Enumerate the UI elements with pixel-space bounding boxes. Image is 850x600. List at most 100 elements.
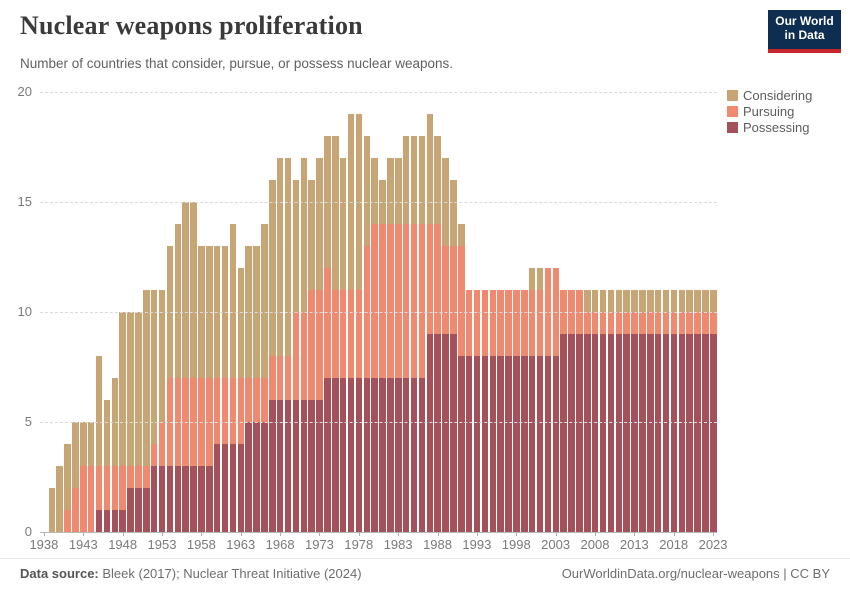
segment-possessing-1993 xyxy=(473,356,481,532)
bar-1982[interactable] xyxy=(387,158,394,532)
segment-pursuing-2017 xyxy=(662,312,670,334)
bar-1985[interactable] xyxy=(410,136,418,532)
bar-2016[interactable] xyxy=(654,290,662,532)
bar-1963[interactable] xyxy=(237,268,245,532)
bar-1953[interactable] xyxy=(158,290,166,532)
bar-1978[interactable] xyxy=(355,114,363,532)
bar-1976[interactable] xyxy=(339,158,347,532)
bar-1939[interactable] xyxy=(48,488,56,532)
bar-1967[interactable] xyxy=(269,180,276,532)
bar-1981[interactable] xyxy=(379,180,386,532)
bar-1944[interactable] xyxy=(87,422,95,532)
bar-1986[interactable] xyxy=(418,136,426,532)
bar-2020[interactable] xyxy=(686,290,693,532)
bar-1983[interactable] xyxy=(395,158,402,532)
bar-1997[interactable] xyxy=(505,290,512,532)
bar-1992[interactable] xyxy=(465,290,473,532)
bar-1943[interactable] xyxy=(80,422,87,532)
segment-considering-2021 xyxy=(694,290,701,312)
segment-considering-1953 xyxy=(158,290,166,422)
legend: Considering Pursuing Possessing xyxy=(727,87,812,135)
bar-1960[interactable] xyxy=(213,246,221,532)
bar-1996[interactable] xyxy=(497,290,504,532)
bar-1995[interactable] xyxy=(489,290,497,532)
bar-1945[interactable] xyxy=(95,356,103,532)
bar-1957[interactable] xyxy=(190,202,197,532)
bar-2021[interactable] xyxy=(694,290,701,532)
bar-1998[interactable] xyxy=(513,290,520,532)
bar-2017[interactable] xyxy=(662,290,670,532)
bar-1962[interactable] xyxy=(229,224,237,532)
bar-1971[interactable] xyxy=(300,158,308,532)
bar-2005[interactable] xyxy=(568,290,575,532)
bar-1989[interactable] xyxy=(442,158,449,532)
bar-1941[interactable] xyxy=(64,444,71,532)
legend-label: Pursuing xyxy=(743,103,795,119)
bar-1970[interactable] xyxy=(292,180,300,532)
bar-2002[interactable] xyxy=(544,268,552,532)
bar-1947[interactable] xyxy=(111,378,119,532)
bar-1968[interactable] xyxy=(276,158,284,532)
bar-2023[interactable] xyxy=(710,290,717,532)
bar-1975[interactable] xyxy=(332,136,339,532)
bar-2008[interactable] xyxy=(591,290,599,532)
bar-2009[interactable] xyxy=(599,290,607,532)
bar-1980[interactable] xyxy=(371,158,378,532)
bar-1988[interactable] xyxy=(434,136,441,532)
legend-item-pursuing[interactable]: Pursuing xyxy=(727,103,812,119)
segment-possessing-1966 xyxy=(261,422,268,532)
bar-1948[interactable] xyxy=(119,312,126,532)
bar-2006[interactable] xyxy=(576,290,583,532)
bar-1973[interactable] xyxy=(316,158,323,532)
bar-1987[interactable] xyxy=(426,114,434,532)
bar-1993[interactable] xyxy=(473,290,481,532)
bar-1999[interactable] xyxy=(521,290,528,532)
bar-2010[interactable] xyxy=(607,290,615,532)
bar-1994[interactable] xyxy=(481,290,489,532)
segment-considering-1952 xyxy=(150,290,158,444)
bar-2012[interactable] xyxy=(623,290,630,532)
bar-1972[interactable] xyxy=(308,180,315,532)
bar-1952[interactable] xyxy=(150,290,158,532)
bar-2019[interactable] xyxy=(678,290,686,532)
bar-2013[interactable] xyxy=(631,290,638,532)
legend-item-possessing[interactable]: Possessing xyxy=(727,119,812,135)
bar-1979[interactable] xyxy=(363,136,371,532)
bar-1961[interactable] xyxy=(221,246,229,532)
bar-1965[interactable] xyxy=(253,246,260,532)
footer-link[interactable]: OurWorldinData.org/nuclear-weapons | CC … xyxy=(561,566,830,581)
bar-2007[interactable] xyxy=(584,290,591,532)
bar-1974[interactable] xyxy=(324,136,331,532)
bar-1959[interactable] xyxy=(206,246,213,532)
bar-1954[interactable] xyxy=(166,246,174,532)
x-tick-1938 xyxy=(43,532,45,536)
bar-2003[interactable] xyxy=(552,268,560,532)
bar-1984[interactable] xyxy=(402,136,410,532)
bar-1991[interactable] xyxy=(458,224,465,532)
bar-1940[interactable] xyxy=(56,466,63,532)
bar-1949[interactable] xyxy=(127,312,134,532)
bar-2015[interactable] xyxy=(647,290,654,532)
bar-2011[interactable] xyxy=(615,290,623,532)
bar-2018[interactable] xyxy=(670,290,678,532)
bar-1977[interactable] xyxy=(347,114,355,532)
bar-1955[interactable] xyxy=(174,224,182,532)
bar-slot-1987 xyxy=(426,92,434,532)
bar-1969[interactable] xyxy=(284,158,292,532)
bar-1956[interactable] xyxy=(182,202,189,532)
bar-2014[interactable] xyxy=(639,290,646,532)
bar-1958[interactable] xyxy=(198,246,205,532)
bar-1966[interactable] xyxy=(261,224,268,532)
bar-1942[interactable] xyxy=(72,422,79,532)
bar-2004[interactable] xyxy=(560,290,567,532)
bar-2001[interactable] xyxy=(536,268,544,532)
bar-2000[interactable] xyxy=(528,268,536,532)
bar-1964[interactable] xyxy=(245,246,252,532)
bar-2022[interactable] xyxy=(702,290,709,532)
owid-logo[interactable]: Our World in Data xyxy=(768,10,841,53)
bar-1951[interactable] xyxy=(143,290,150,532)
bar-1990[interactable] xyxy=(450,180,457,532)
bar-1946[interactable] xyxy=(103,400,111,532)
legend-item-considering[interactable]: Considering xyxy=(727,87,812,103)
bar-1950[interactable] xyxy=(135,312,142,532)
